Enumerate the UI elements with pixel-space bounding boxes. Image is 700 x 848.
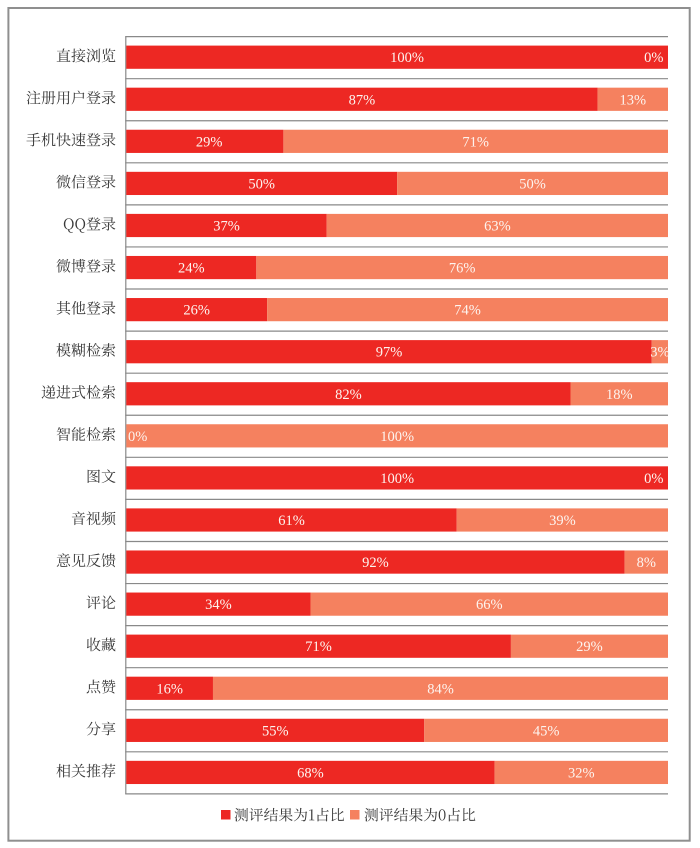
svg-text:39%: 39% (549, 513, 576, 529)
svg-text:76%: 76% (449, 261, 476, 277)
svg-text:84%: 84% (427, 681, 454, 697)
svg-text:26%: 26% (183, 303, 210, 319)
svg-text:45%: 45% (533, 723, 560, 739)
svg-text:55%: 55% (262, 723, 289, 739)
svg-text:34%: 34% (205, 597, 232, 613)
svg-text:92%: 92% (362, 555, 389, 571)
svg-text:0%: 0% (644, 50, 663, 66)
svg-text:0%: 0% (644, 471, 663, 487)
svg-text:63%: 63% (484, 218, 511, 234)
svg-text:100%: 100% (380, 471, 414, 487)
svg-text:18%: 18% (606, 387, 633, 403)
svg-text:24%: 24% (178, 261, 205, 277)
svg-text:0%: 0% (128, 429, 147, 445)
svg-text:97%: 97% (376, 345, 403, 361)
svg-text:100%: 100% (390, 50, 424, 66)
svg-text:82%: 82% (335, 387, 362, 403)
svg-text:3%: 3% (650, 345, 669, 361)
svg-text:8%: 8% (637, 555, 656, 571)
svg-text:68%: 68% (297, 765, 324, 781)
svg-text:61%: 61% (278, 513, 305, 529)
svg-text:29%: 29% (196, 134, 223, 150)
svg-text:50%: 50% (248, 176, 275, 192)
svg-text:71%: 71% (462, 134, 489, 150)
svg-text:87%: 87% (349, 92, 376, 108)
svg-text:100%: 100% (380, 429, 414, 445)
svg-text:50%: 50% (519, 176, 546, 192)
svg-text:29%: 29% (576, 639, 603, 655)
svg-text:37%: 37% (213, 218, 240, 234)
svg-text:13%: 13% (619, 92, 646, 108)
svg-text:71%: 71% (305, 639, 332, 655)
svg-text:74%: 74% (454, 303, 481, 319)
svg-text:32%: 32% (568, 765, 595, 781)
svg-text:66%: 66% (476, 597, 503, 613)
svg-text:16%: 16% (156, 681, 183, 697)
